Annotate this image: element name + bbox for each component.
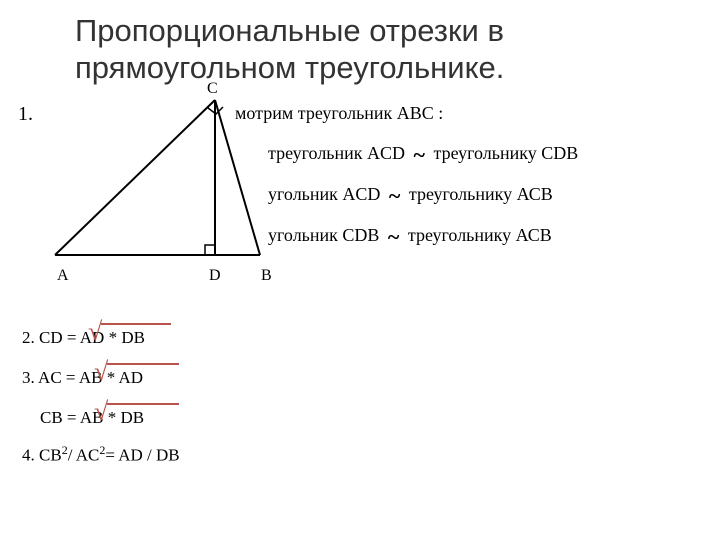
sim3-left: угольник CDB xyxy=(268,225,379,245)
sqrt-2: √ xyxy=(88,317,102,347)
formula-4: 4. CB2/ AC2= AD / DB xyxy=(22,443,180,466)
sim2-left: угольник ACD xyxy=(268,184,380,204)
similarity-1: треугольник ACD ~ треугольнику CDB xyxy=(268,142,578,168)
sqrt-3b: √ xyxy=(94,397,108,427)
similarity-3: угольник CDB ~ треугольнику АСВ xyxy=(268,224,552,250)
formula-2: 2. CD = AD * DB xyxy=(22,328,145,348)
page-title: Пропорциональные отрезки в прямоугольном… xyxy=(75,12,504,86)
sqrt-3: √ xyxy=(94,357,108,387)
formula-3b: CB = AB * DB xyxy=(40,408,144,428)
tilde-1: ~ xyxy=(414,142,425,168)
formula4-suffix: = AD / DB xyxy=(105,446,179,465)
sim1-right: треугольнику CDB xyxy=(433,143,578,163)
vertex-c-label: C xyxy=(207,80,218,98)
sim3-right: треугольнику АСВ xyxy=(408,225,552,245)
sim1-left: треугольник ACD xyxy=(268,143,405,163)
item-1-number: 1. xyxy=(18,103,33,126)
similarity-2: угольник ACD ~ треугольнику АСВ xyxy=(268,183,553,209)
tilde-3: ~ xyxy=(388,224,399,250)
vinculum-3 xyxy=(107,363,179,365)
tilde-2: ~ xyxy=(389,183,400,209)
title-line-1: Пропорциональные отрезки в xyxy=(75,13,504,48)
sim2-right: треугольнику АСВ xyxy=(409,184,553,204)
vertex-d-label: D xyxy=(209,267,221,285)
formula4-mid: / AC xyxy=(68,446,100,465)
title-line-2: прямоугольном треугольнике. xyxy=(75,50,504,85)
vinculum-3b xyxy=(107,403,179,405)
formula4-prefix: 4. CB xyxy=(22,446,62,465)
consider-text: мотрим треугольник ABC : xyxy=(235,103,443,124)
vinculum-2 xyxy=(101,323,171,325)
formula-3: 3. AC = AB * AD xyxy=(22,368,143,388)
vertex-b-label: B xyxy=(261,267,272,285)
vertex-a-label: A xyxy=(57,267,69,285)
